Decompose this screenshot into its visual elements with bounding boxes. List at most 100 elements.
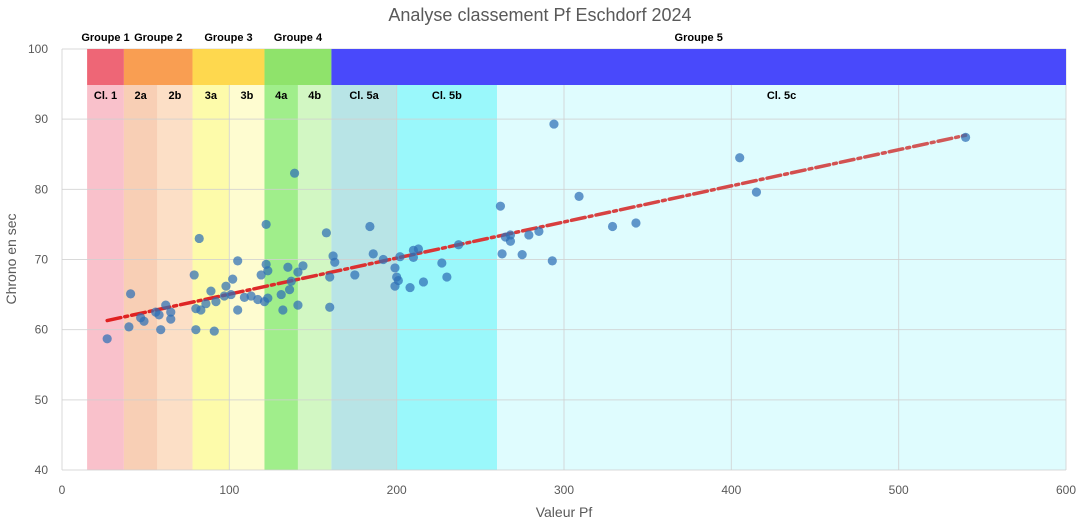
x-tick-label: 600: [1056, 483, 1076, 497]
data-point: [368, 249, 378, 259]
data-point: [226, 289, 236, 300]
y-tick-label: 50: [35, 393, 49, 407]
x-tick-label: 100: [219, 483, 239, 497]
data-point: [325, 302, 335, 312]
data-point: [961, 132, 971, 143]
data-point: [276, 289, 286, 300]
x-tick-label: 0: [59, 483, 66, 497]
group-label: Groupe 2: [134, 32, 182, 44]
data-point: [418, 277, 429, 287]
data-point: [547, 256, 557, 266]
data-point: [405, 282, 415, 293]
data-point: [293, 300, 303, 310]
data-point: [156, 325, 166, 335]
y-axis-title: Chrono en sec: [3, 213, 19, 304]
data-point: [196, 305, 206, 315]
data-point: [298, 261, 308, 271]
data-point: [124, 322, 134, 332]
class-label: 3b: [240, 90, 253, 102]
data-point: [607, 221, 618, 232]
group-band: [331, 49, 1066, 85]
class-band: [87, 85, 124, 470]
data-point: [378, 254, 388, 265]
class-label: Cl. 1: [94, 90, 117, 102]
class-band: [331, 85, 397, 470]
data-point: [330, 257, 340, 267]
data-point: [221, 281, 231, 291]
data-point: [505, 230, 516, 240]
class-label: Cl. 5b: [432, 90, 462, 102]
data-point: [413, 244, 424, 254]
group-label: Groupe 4: [274, 32, 323, 44]
data-point: [437, 258, 447, 268]
group-label: Groupe 5: [675, 32, 723, 44]
class-band: [192, 85, 230, 470]
data-point: [286, 276, 296, 286]
data-point: [161, 300, 171, 310]
group-band: [264, 49, 332, 85]
class-label: Cl. 5c: [767, 90, 796, 102]
data-point: [517, 249, 527, 260]
data-point: [408, 252, 418, 262]
group-band: [87, 49, 124, 85]
x-tick-label: 300: [554, 483, 574, 497]
data-point: [233, 305, 243, 315]
data-point: [278, 305, 288, 315]
class-label: 3a: [205, 90, 218, 102]
data-point: [293, 267, 303, 277]
data-point: [228, 274, 238, 284]
data-point: [505, 236, 516, 246]
x-tick-label: 500: [889, 483, 909, 497]
group-label: Groupe 3: [204, 32, 252, 44]
data-point: [102, 334, 112, 344]
data-point: [191, 325, 201, 335]
data-point: [189, 270, 199, 280]
data-points: [102, 119, 971, 344]
data-point: [365, 221, 375, 232]
data-point: [631, 218, 641, 228]
class-band: [157, 85, 193, 470]
data-point: [497, 249, 507, 259]
data-point: [263, 293, 273, 303]
y-tick-label: 70: [35, 253, 49, 267]
class-label: 2b: [169, 90, 182, 102]
data-point: [166, 314, 176, 324]
data-point: [442, 272, 452, 282]
group-band: [192, 49, 265, 85]
data-point: [574, 191, 584, 201]
y-tick-label: 90: [35, 112, 49, 126]
data-point: [166, 307, 176, 317]
x-tick-label: 200: [387, 483, 407, 497]
class-label: 4b: [308, 90, 321, 102]
data-point: [390, 263, 400, 273]
data-point: [289, 168, 300, 178]
data-point: [194, 233, 204, 244]
data-point: [206, 286, 216, 296]
y-tick-label: 100: [28, 42, 48, 56]
data-point: [201, 299, 211, 309]
data-point: [735, 153, 745, 163]
data-point: [393, 275, 403, 286]
data-point: [549, 119, 559, 129]
y-tick-label: 40: [35, 463, 49, 477]
data-point: [139, 316, 149, 326]
class-label: 2a: [135, 90, 148, 102]
axis-ticks: 40 50 60 70 80 90 100 0 100 200 300 400 500 600: [28, 42, 1076, 497]
data-point: [534, 226, 544, 237]
data-point: [395, 252, 405, 262]
data-point: [453, 240, 464, 250]
data-point: [209, 326, 219, 336]
data-point: [256, 270, 266, 280]
y-tick-label: 80: [35, 182, 49, 196]
data-point: [321, 228, 331, 238]
class-labels: Cl. 1 2a 2b 3a 3b 4a 4b Cl. 5a Cl. 5b Cl. 5c: [94, 90, 796, 102]
data-point: [751, 187, 762, 197]
data-point: [263, 266, 273, 276]
group-header-bands: Groupe 1 Groupe 2 Groupe 3 Groupe 4 Groupe 5: [81, 32, 1066, 85]
y-tick-label: 60: [35, 323, 49, 337]
data-point: [350, 270, 360, 280]
data-point: [233, 256, 243, 266]
data-point: [154, 310, 164, 320]
class-label: Cl. 5a: [349, 90, 379, 102]
